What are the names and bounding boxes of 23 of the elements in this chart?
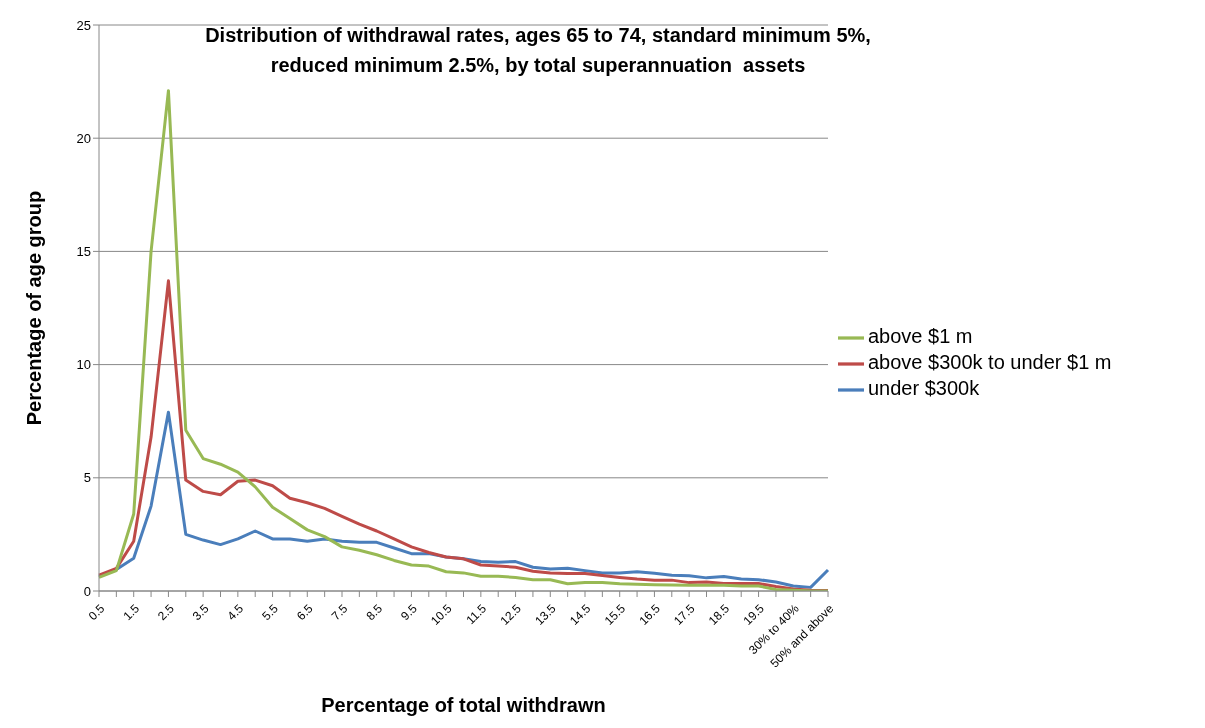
x-tick-label: 9.5 <box>398 601 420 624</box>
x-tick-label: 5.5 <box>259 601 282 624</box>
legend-label: under $300k <box>868 377 980 400</box>
y-tick-label: 5 <box>83 470 91 486</box>
y-tick-label: 15 <box>76 244 91 260</box>
x-tick-label: 7.5 <box>328 601 351 624</box>
text: Distribution of withdrawal rates, ages 65 to 74, standard minimum 5%, reduced minimum 2.5%, by total superannuation assets <box>204 23 872 78</box>
x-tick-label: 6.5 <box>293 601 316 624</box>
y-axis-title: Percentage of age group <box>23 190 46 426</box>
y-tick-label: 10 <box>76 357 91 373</box>
y-tick-label: 0 <box>83 583 91 599</box>
y-tick-label: 20 <box>76 130 91 146</box>
x-tick-label: 2.5 <box>155 601 177 624</box>
y-tick-label: 25 <box>76 17 91 33</box>
x-tick-label: 0.5 <box>85 601 108 624</box>
legend-label: above $1 m <box>868 325 973 348</box>
x-tick-label: 1.5 <box>120 601 143 624</box>
x-tick-label: 8.5 <box>363 601 386 624</box>
legend-label: above $300k to under $1 m <box>868 351 1112 374</box>
x-tick-label: 11.5 <box>463 601 490 628</box>
x-tick-label: 3.5 <box>189 601 212 624</box>
x-axis-title: Percentage of total withdrawn <box>321 694 606 716</box>
x-tick-label: 4.5 <box>224 601 247 624</box>
